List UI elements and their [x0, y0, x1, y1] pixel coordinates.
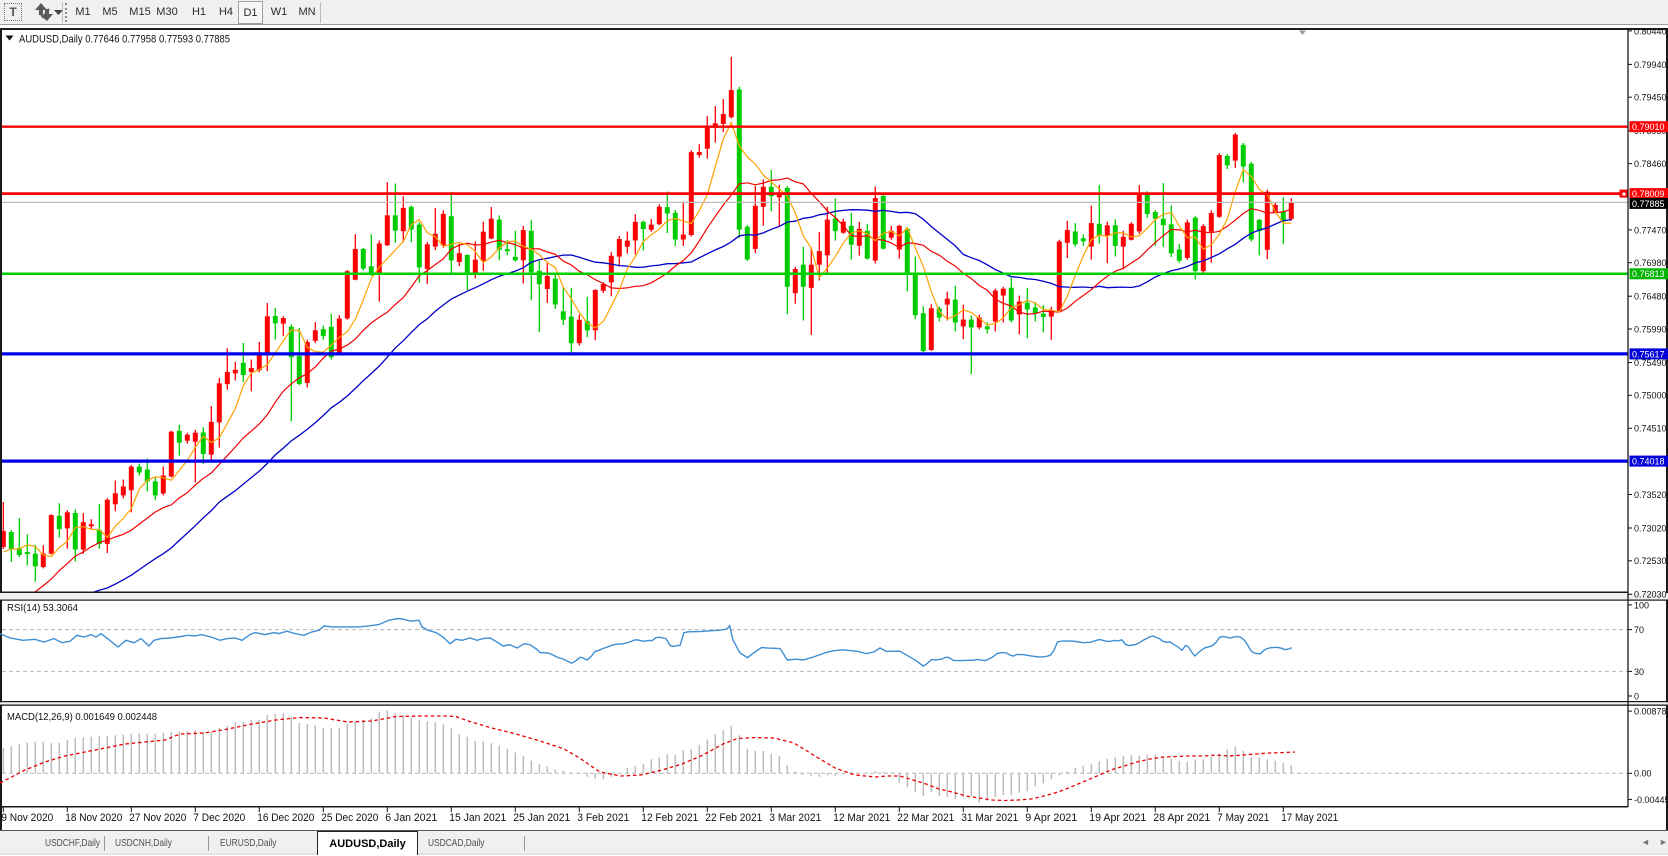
svg-text:0.75617: 0.75617: [1632, 349, 1665, 359]
svg-text:0.73520: 0.73520: [1634, 490, 1667, 500]
svg-text:0.008782: 0.008782: [1634, 707, 1668, 717]
svg-text:RSI(14) 53.3064: RSI(14) 53.3064: [7, 603, 78, 614]
svg-text:0.79450: 0.79450: [1634, 93, 1667, 103]
svg-text:MACD(12,26,9) 0.001649 0.00244: MACD(12,26,9) 0.001649 0.002448: [7, 712, 157, 723]
svg-text:-0.00445: -0.00445: [1634, 795, 1668, 805]
svg-text:0.76980: 0.76980: [1634, 258, 1667, 268]
svg-text:12 Mar 2021: 12 Mar 2021: [833, 812, 890, 824]
svg-text:25 Jan 2021: 25 Jan 2021: [513, 812, 570, 824]
svg-text:18 Nov 2020: 18 Nov 2020: [65, 812, 122, 824]
svg-text:0.75000: 0.75000: [1634, 391, 1667, 401]
svg-text:7 May 2021: 7 May 2021: [1217, 812, 1269, 824]
svg-text:9 Apr 2021: 9 Apr 2021: [1025, 812, 1077, 824]
svg-text:100: 100: [1634, 600, 1649, 610]
svg-text:7 Dec 2020: 7 Dec 2020: [193, 812, 245, 824]
svg-text:17 May 2021: 17 May 2021: [1281, 812, 1338, 824]
svg-text:25 Dec 2020: 25 Dec 2020: [321, 812, 378, 824]
svg-text:22 Mar 2021: 22 Mar 2021: [897, 812, 954, 824]
svg-text:12 Feb 2021: 12 Feb 2021: [641, 812, 698, 824]
svg-text:0.79010: 0.79010: [1632, 122, 1665, 132]
svg-text:19 Apr 2021: 19 Apr 2021: [1089, 812, 1146, 824]
svg-text:AUDUSD,Daily 0.77646 0.77958: AUDUSD,Daily 0.77646 0.77958 0.77593 0.7…: [19, 34, 230, 46]
svg-text:16 Dec 2020: 16 Dec 2020: [257, 812, 314, 824]
svg-text:0.77885: 0.77885: [1632, 199, 1665, 209]
svg-text:0: 0: [1634, 691, 1639, 701]
svg-text:0.78460: 0.78460: [1634, 159, 1667, 169]
svg-text:0.80440: 0.80440: [1634, 26, 1667, 36]
svg-text:0.72530: 0.72530: [1634, 556, 1667, 566]
svg-text:9 Nov 2020: 9 Nov 2020: [1, 812, 53, 824]
svg-text:0.00: 0.00: [1634, 769, 1652, 779]
svg-text:3 Feb 2021: 3 Feb 2021: [577, 812, 629, 824]
svg-text:6 Jan 2021: 6 Jan 2021: [385, 812, 437, 824]
svg-text:70: 70: [1634, 625, 1644, 635]
svg-text:0.72030: 0.72030: [1634, 590, 1667, 600]
svg-text:0.79940: 0.79940: [1634, 60, 1667, 70]
svg-text:28 Apr 2021: 28 Apr 2021: [1153, 812, 1210, 824]
svg-text:22 Feb 2021: 22 Feb 2021: [705, 812, 762, 824]
svg-text:0.77470: 0.77470: [1634, 225, 1667, 235]
svg-text:0.78009: 0.78009: [1632, 189, 1665, 199]
svg-text:30: 30: [1634, 667, 1644, 677]
svg-text:3 Mar 2021: 3 Mar 2021: [769, 812, 821, 824]
svg-text:0.74510: 0.74510: [1634, 424, 1667, 434]
svg-text:0.74018: 0.74018: [1632, 457, 1665, 467]
svg-text:27 Nov 2020: 27 Nov 2020: [129, 812, 186, 824]
svg-text:0.75990: 0.75990: [1634, 324, 1667, 334]
svg-text:0.73020: 0.73020: [1634, 523, 1667, 533]
svg-text:0.76813: 0.76813: [1632, 269, 1665, 279]
svg-text:15 Jan 2021: 15 Jan 2021: [449, 812, 506, 824]
svg-text:31 Mar 2021: 31 Mar 2021: [961, 812, 1018, 824]
svg-text:0.76480: 0.76480: [1634, 292, 1667, 302]
